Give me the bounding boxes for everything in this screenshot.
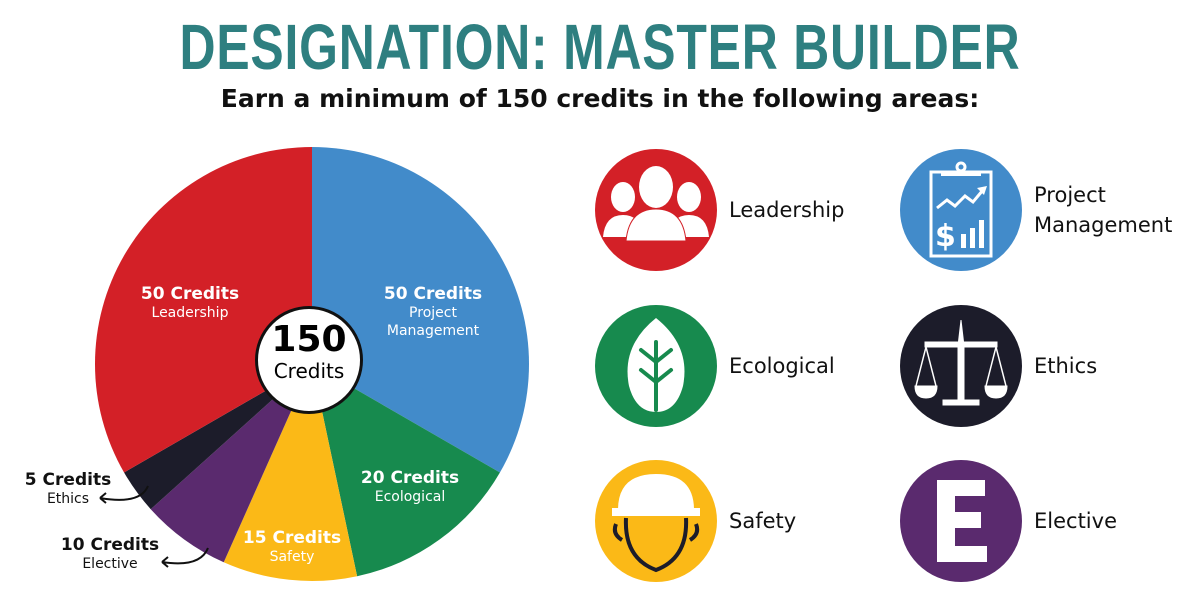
pie-slice-leadership <box>95 147 312 473</box>
legend-label: Project Management <box>1034 183 1173 237</box>
legend-item-safety: Safety <box>595 460 796 582</box>
hard-hat-icon <box>595 460 717 582</box>
legend-label: Ethics <box>1034 354 1098 378</box>
legend-item-ethics: Ethics <box>900 305 1097 427</box>
legend-label: Safety <box>729 509 797 533</box>
legend-item-project-management: $ Project Management <box>900 149 1172 271</box>
slice-label-ecological: 20 Credits Ecological <box>360 468 460 506</box>
leaf-icon <box>595 305 717 427</box>
pie-slice-ethics <box>124 364 313 510</box>
elective-callout-arrow <box>161 547 209 568</box>
legend-item-ecological: Ecological <box>595 305 835 427</box>
pie-chart <box>95 147 529 581</box>
pie-slice-safety <box>223 364 358 581</box>
ethics-callout-arrow <box>99 485 149 504</box>
total-credits-badge: 150 Credits <box>255 306 363 414</box>
slice-label-ethics: 5 Credits Ethics <box>24 470 112 508</box>
letter-e-icon <box>900 460 1022 582</box>
svg-text:$: $ <box>935 219 956 254</box>
slice-label-safety: 15 Credits Safety <box>242 528 342 566</box>
page-subtitle: Earn a minimum of 150 credits in the fol… <box>220 84 980 113</box>
scales-icon <box>900 305 1022 427</box>
slice-label-elective: 10 Credits Elective <box>60 535 160 573</box>
people-group-icon <box>595 149 717 271</box>
pie-slice-elective <box>150 364 312 563</box>
legend-label: Leadership <box>729 198 845 222</box>
slice-label-leadership: 50 Credits Leadership <box>140 284 240 322</box>
legend-label: Elective <box>1034 509 1117 533</box>
slice-label-project-management: 50 Credits Project Management <box>383 284 483 339</box>
legend-item-elective: Elective <box>900 460 1117 582</box>
legend-label: Ecological <box>729 354 835 378</box>
clipboard-chart-icon: $ <box>900 149 1022 271</box>
pie-slice-ecological <box>312 364 500 577</box>
legend-item-leadership: Leadership <box>595 149 844 271</box>
page-title: DESIGNATION: MASTER BUILDER <box>179 11 1021 83</box>
pie-slice-project-management <box>312 147 529 473</box>
